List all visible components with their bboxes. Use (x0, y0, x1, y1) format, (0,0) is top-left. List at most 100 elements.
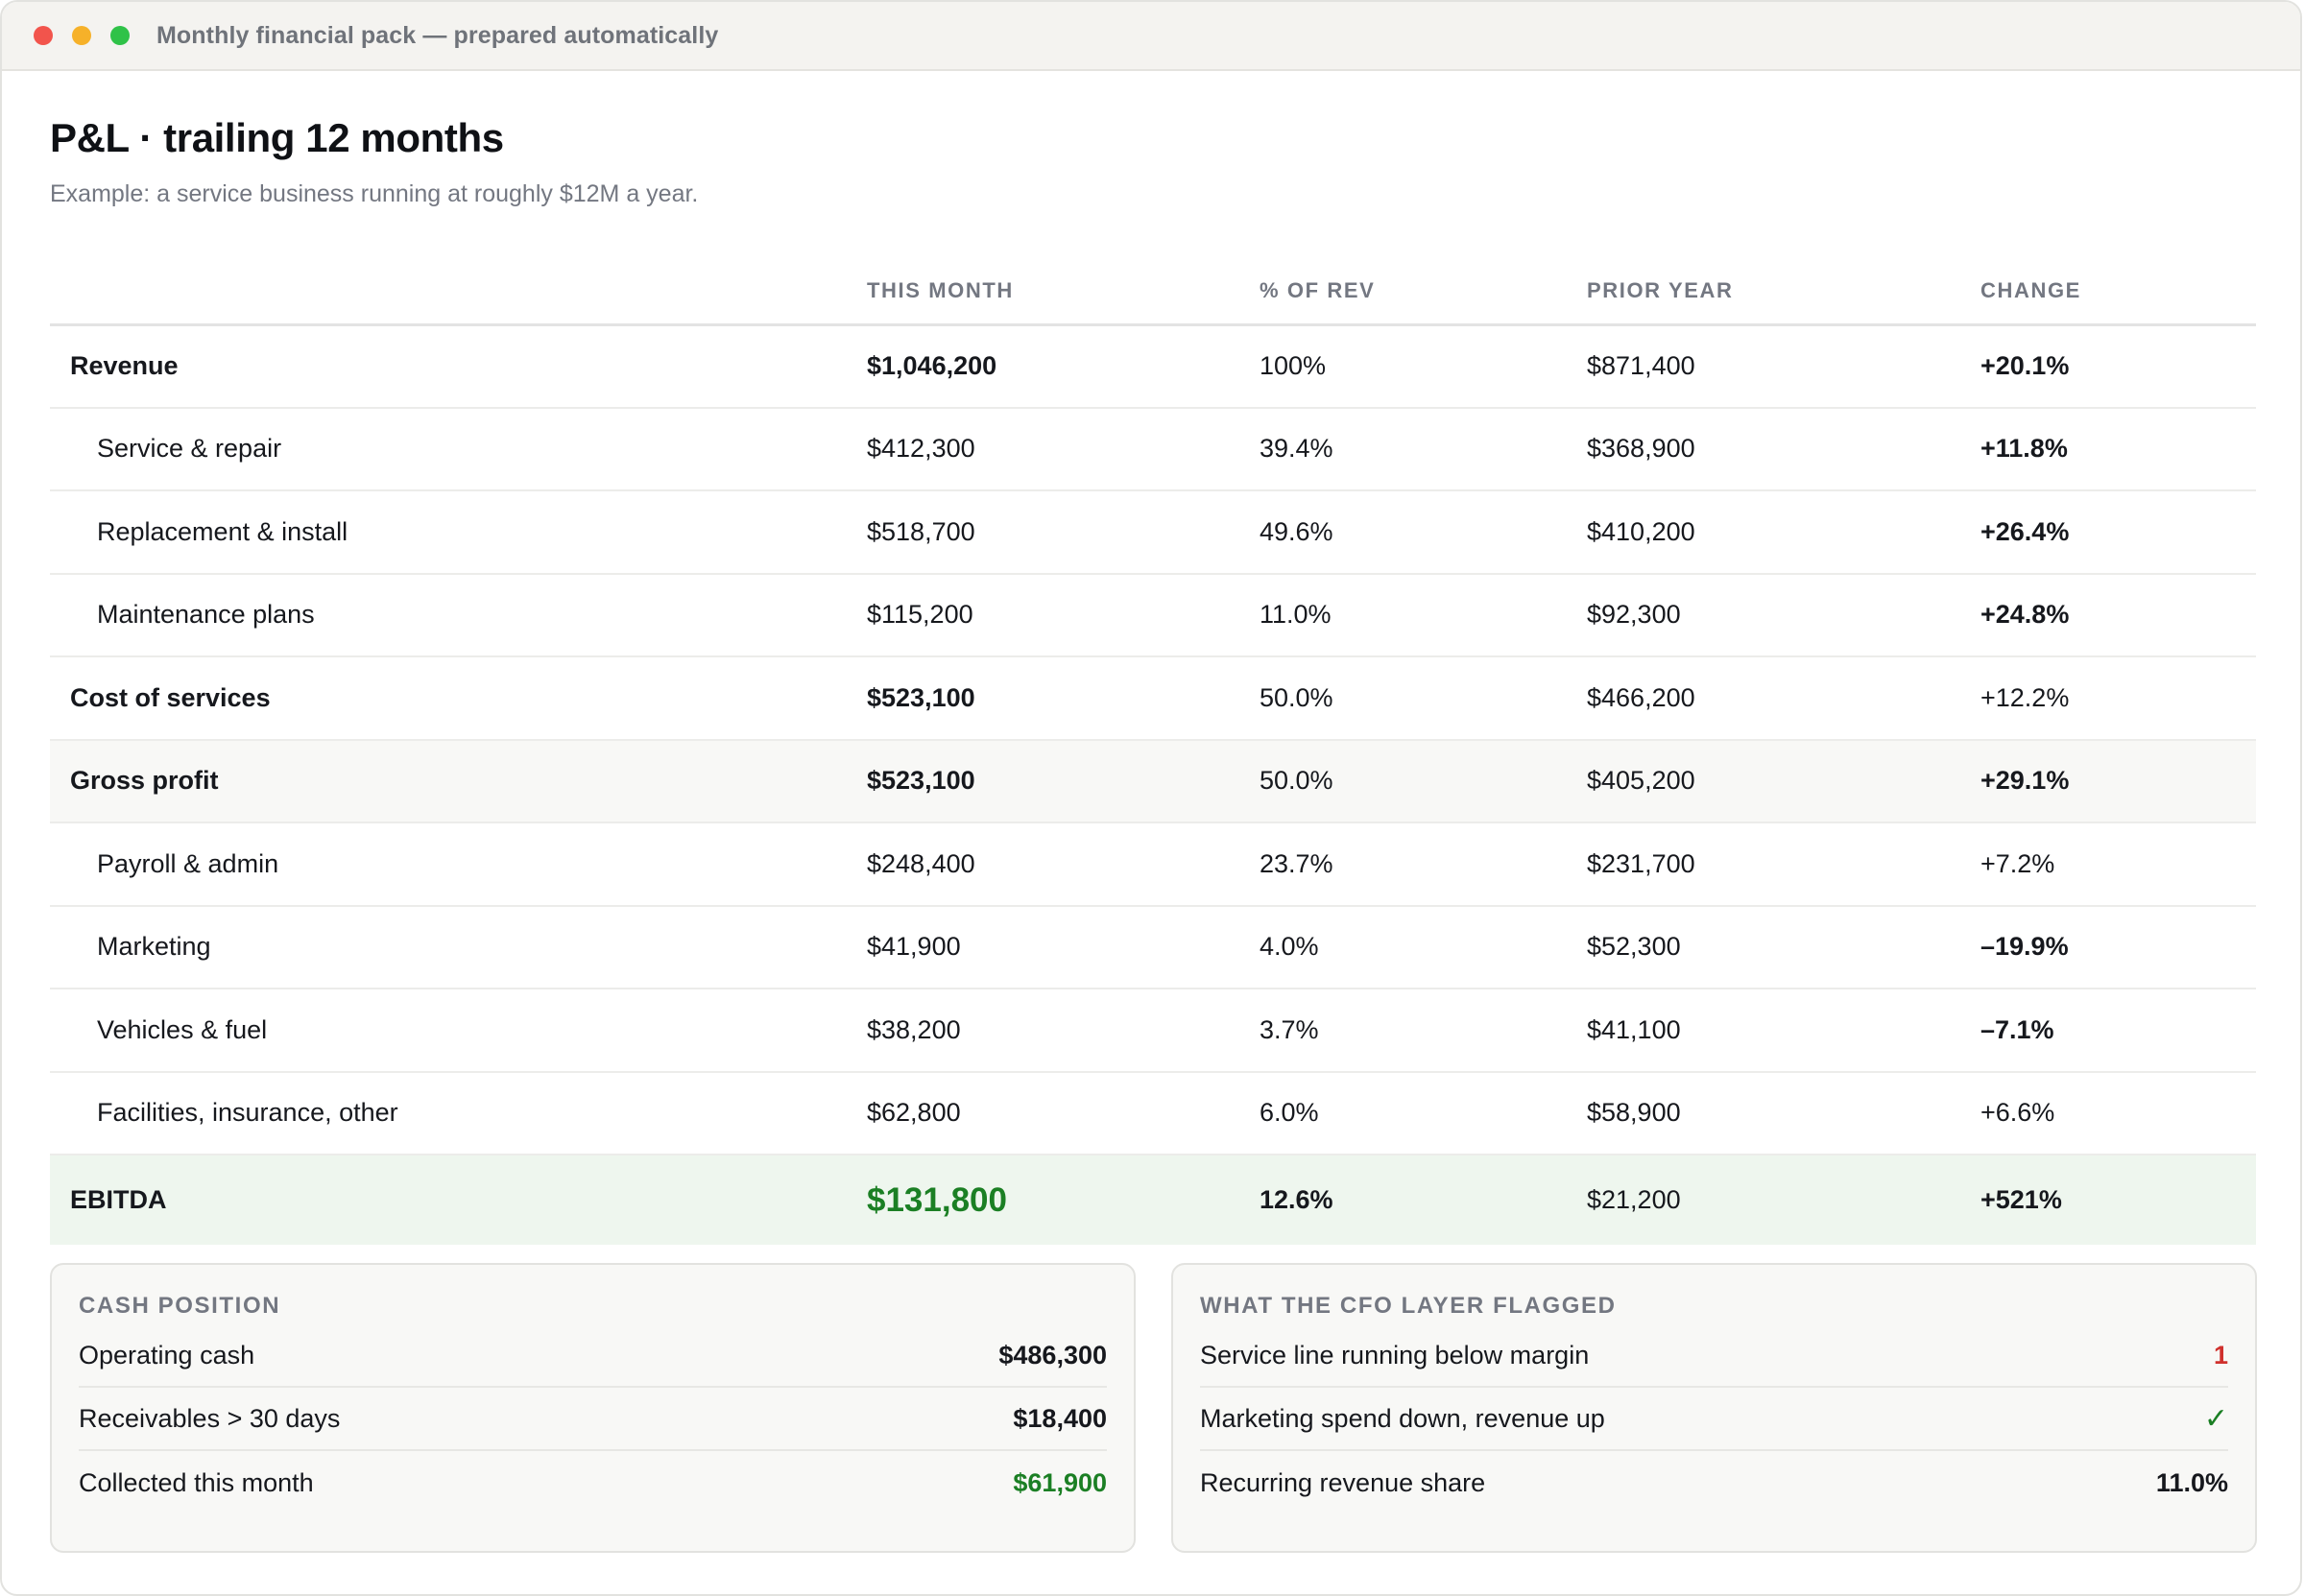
row-label: EBITDA (50, 1155, 867, 1245)
row-pct-rev: 49.6% (1260, 490, 1587, 575)
row-pct-rev: 23.7% (1260, 822, 1587, 907)
row-label: Service & repair (50, 407, 867, 491)
row-change: –19.9% (1980, 905, 2256, 989)
row-change: +20.1% (1980, 324, 2256, 409)
close-window-button[interactable] (34, 26, 53, 45)
row-change: +521% (1980, 1155, 2256, 1245)
row-change: –7.1% (1980, 989, 2256, 1073)
table-row: Facilities, insurance, other $62,800 6.0… (50, 1071, 2256, 1155)
row-pct-rev: 4.0% (1260, 905, 1587, 989)
row-change: +7.2% (1980, 822, 2256, 907)
row-label: Revenue (50, 324, 867, 409)
row-prior-year: $368,900 (1587, 407, 1980, 491)
row-pct-rev: 6.0% (1260, 1071, 1587, 1155)
table-row: Revenue $1,046,200 100% $871,400 +20.1% (50, 324, 2256, 409)
cash-position-card: CASH POSITION Operating cash $486,300 Re… (50, 1263, 1136, 1553)
row-label: Maintenance plans (50, 573, 867, 657)
card-row: Service line running below margin 1 (1200, 1324, 2228, 1388)
card-row-label: Recurring revenue share (1200, 1467, 1486, 1497)
row-label: Replacement & install (50, 490, 867, 575)
row-label: Gross profit (50, 739, 867, 823)
check-icon: ✓ (2203, 1402, 2228, 1435)
row-this-month: $1,046,200 (867, 324, 1260, 409)
row-change: +26.4% (1980, 490, 2256, 575)
card-row: Collected this month $61,900 (79, 1451, 1107, 1514)
card-row-label: Operating cash (79, 1340, 255, 1370)
row-this-month: $523,100 (867, 739, 1260, 823)
card-row: Operating cash $486,300 (79, 1324, 1107, 1388)
card-row: Recurring revenue share 11.0% (1200, 1451, 2228, 1514)
row-prior-year: $41,100 (1587, 989, 1980, 1073)
card-row-label: Collected this month (79, 1467, 314, 1497)
row-prior-year: $405,200 (1587, 739, 1980, 823)
card-row-label: Service line running below margin (1200, 1340, 1590, 1370)
row-pct-rev: 39.4% (1260, 407, 1587, 491)
card-title: CASH POSITION (79, 1293, 281, 1319)
header-change: CHANGE (1980, 259, 2256, 326)
page-title: P&L · trailing 12 months (50, 115, 504, 160)
row-prior-year: $21,200 (1587, 1155, 1980, 1245)
table-row: Replacement & install $518,700 49.6% $41… (50, 490, 2256, 575)
row-prior-year: $92,300 (1587, 573, 1980, 657)
card-row-value: 11.0% (2155, 1467, 2228, 1497)
table-header-row: THIS MONTH % OF REV PRIOR YEAR CHANGE (50, 259, 2256, 326)
pl-table: THIS MONTH % OF REV PRIOR YEAR CHANGE Re… (50, 259, 2256, 1245)
cfo-flags-card: WHAT THE CFO LAYER FLAGGED Service line … (1171, 1263, 2257, 1553)
row-pct-rev: 12.6% (1260, 1155, 1587, 1245)
row-label: Vehicles & fuel (50, 989, 867, 1073)
row-this-month: $115,200 (867, 573, 1260, 657)
row-prior-year: $231,700 (1587, 822, 1980, 907)
row-prior-year: $871,400 (1587, 324, 1980, 409)
table-row: Gross profit $523,100 50.0% $405,200 +29… (50, 739, 2256, 823)
row-prior-year: $466,200 (1587, 656, 1980, 741)
minimize-window-button[interactable] (72, 26, 91, 45)
table-row: Vehicles & fuel $38,200 3.7% $41,100 –7.… (50, 989, 2256, 1073)
card-row-label: Receivables > 30 days (79, 1403, 341, 1433)
row-this-month: $518,700 (867, 490, 1260, 575)
row-this-month: $38,200 (867, 989, 1260, 1073)
row-prior-year: $52,300 (1587, 905, 1980, 989)
row-pct-rev: 100% (1260, 324, 1587, 409)
row-change: +6.6% (1980, 1071, 2256, 1155)
row-this-month: $131,800 (867, 1155, 1260, 1245)
page-subtitle: Example: a service business running at r… (50, 180, 699, 207)
row-pct-rev: 50.0% (1260, 739, 1587, 823)
row-this-month: $62,800 (867, 1071, 1260, 1155)
row-change: +11.8% (1980, 407, 2256, 491)
row-pct-rev: 3.7% (1260, 989, 1587, 1073)
table-row: Cost of services $523,100 50.0% $466,200… (50, 656, 2256, 741)
ebitda-row: EBITDA $131,800 12.6% $21,200 +521% (50, 1155, 2256, 1245)
table-row: Maintenance plans $115,200 11.0% $92,300… (50, 573, 2256, 657)
flag-count-badge: 1 (2213, 1340, 2228, 1370)
row-this-month: $523,100 (867, 656, 1260, 741)
row-pct-rev: 50.0% (1260, 656, 1587, 741)
row-this-month: $248,400 (867, 822, 1260, 907)
row-change: +12.2% (1980, 656, 2256, 741)
row-pct-rev: 11.0% (1260, 573, 1587, 657)
table-row: Payroll & admin $248,400 23.7% $231,700 … (50, 822, 2256, 907)
title-bar: Monthly financial pack — prepared automa… (2, 2, 2300, 71)
zoom-window-button[interactable] (110, 26, 130, 45)
row-this-month: $412,300 (867, 407, 1260, 491)
window-title: Monthly financial pack — prepared automa… (156, 21, 719, 49)
card-row: Receivables > 30 days $18,400 (79, 1388, 1107, 1451)
row-label: Cost of services (50, 656, 867, 741)
table-row: Marketing $41,900 4.0% $52,300 –19.9% (50, 905, 2256, 989)
header-label (50, 259, 867, 326)
row-change: +24.8% (1980, 573, 2256, 657)
card-row: Marketing spend down, revenue up ✓ (1200, 1388, 2228, 1451)
row-prior-year: $410,200 (1587, 490, 1980, 575)
row-change: +29.1% (1980, 739, 2256, 823)
header-prior-year: PRIOR YEAR (1587, 259, 1980, 326)
card-row-value: $486,300 (998, 1340, 1107, 1370)
card-row-value: $18,400 (1013, 1403, 1107, 1433)
header-this-month: THIS MONTH (867, 259, 1260, 326)
row-label: Payroll & admin (50, 822, 867, 907)
card-title: WHAT THE CFO LAYER FLAGGED (1200, 1293, 1617, 1319)
row-prior-year: $58,900 (1587, 1071, 1980, 1155)
row-this-month: $41,900 (867, 905, 1260, 989)
card-row-value: $61,900 (1013, 1467, 1107, 1497)
card-row-label: Marketing spend down, revenue up (1200, 1403, 1605, 1433)
row-label: Marketing (50, 905, 867, 989)
